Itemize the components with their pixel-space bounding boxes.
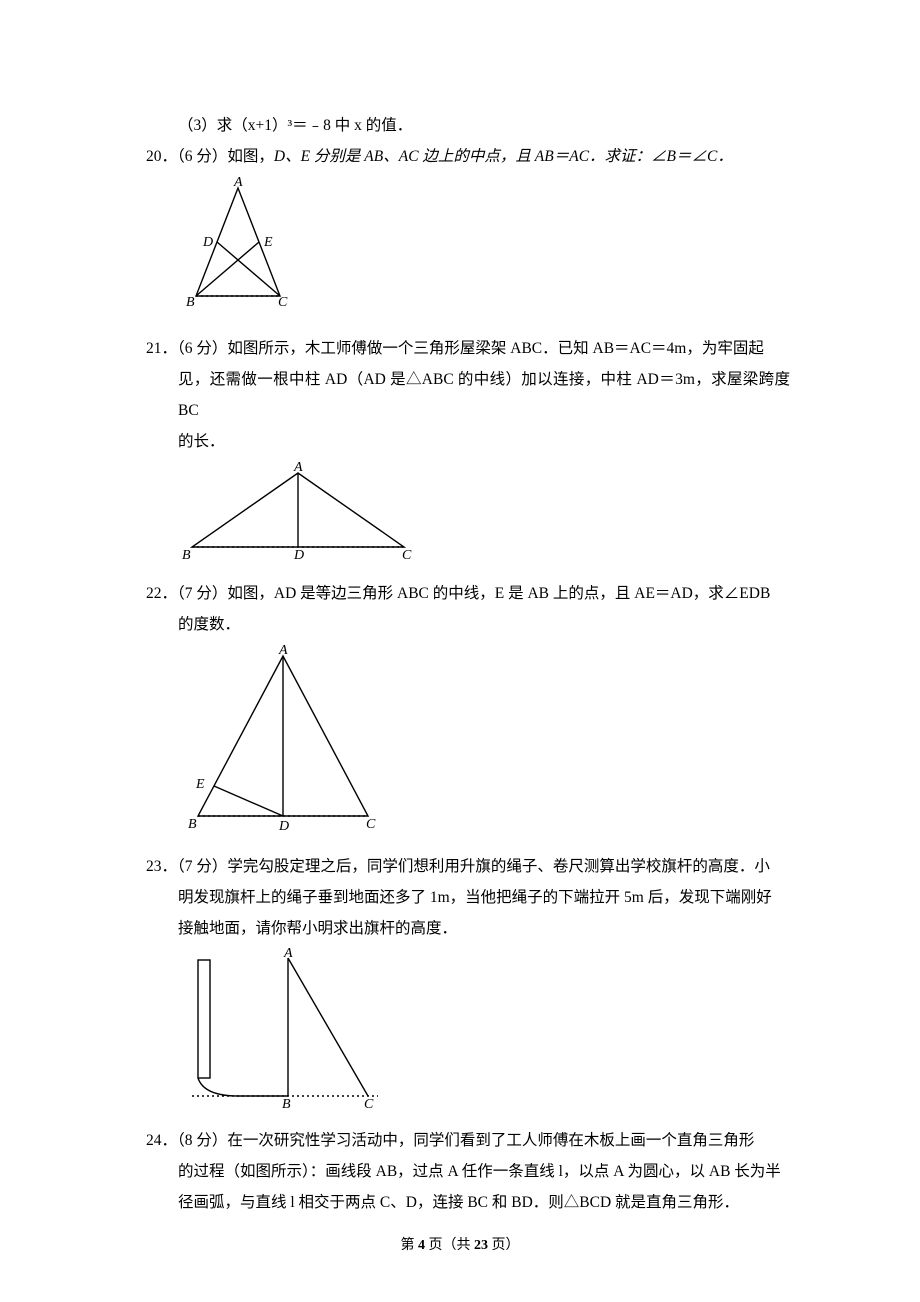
q21-line1: 21．（6 分）如图所示，木工师傅做一个三角形屋梁架 ABC．已知 AB＝AC＝… (146, 333, 790, 364)
q23-figure: A B C (178, 948, 790, 1119)
q24-line1: 24．（8 分）在一次研究性学习活动中，同学们看到了工人师傅在木板上画一个直角三… (146, 1125, 790, 1156)
q20-label-A: A (233, 176, 243, 190)
q20-label-D: D (202, 235, 213, 250)
q22-label-B: B (188, 817, 197, 832)
q21-label-D: D (293, 548, 304, 561)
q20-line1-b: D、E 分别是 AB、AC 边上的中点，且 AB＝AC．求证：∠B＝∠C． (274, 148, 733, 165)
q21-line3: 的长． (146, 426, 790, 457)
footer-total: 23 (474, 1238, 488, 1253)
footer-page: 4 (418, 1238, 425, 1253)
q22-label-A: A (278, 644, 288, 658)
q23-label-C: C (364, 1097, 374, 1108)
q22-label-D: D (278, 819, 289, 834)
q22-line1: 22．（7 分）如图，AD 是等边三角形 ABC 的中线，E 是 AB 上的点，… (146, 578, 790, 609)
q24-line3: 径画弧，与直线 l 相交于两点 C、D，连接 BC 和 BD．则△BCD 就是直… (146, 1187, 790, 1218)
q22-label-C: C (366, 817, 376, 832)
q20-label-E: E (263, 235, 273, 250)
q23-line1: 23．（7 分）学完勾股定理之后，同学们想利用升旗的绳子、卷尺测算出学校旗杆的高… (146, 851, 790, 882)
page-footer: 第 4 页（共 23 页） (0, 1232, 920, 1260)
q23-label-A: A (283, 948, 293, 961)
q20-figure: A D E B C (178, 176, 790, 327)
q20-line1: 20．（6 分）如图，D、E 分别是 AB、AC 边上的中点，且 AB＝AC．求… (146, 141, 790, 172)
q21-label-C: C (402, 548, 412, 561)
page: （3）求（x+1）³＝﹣8 中 x 的值． 20．（6 分）如图，D、E 分别是… (0, 0, 920, 1302)
footer-b: 页（共 (425, 1238, 474, 1253)
q23-line3: 接触地面，请你帮小明求出旗杆的高度． (146, 913, 790, 944)
footer-c: 页） (488, 1238, 520, 1253)
q24-line2: 的过程（如图所示）：画线段 AB，过点 A 任作一条直线 l，以点 A 为圆心，… (146, 1156, 790, 1187)
footer-a: 第 (401, 1238, 419, 1253)
q21-label-B: B (182, 548, 191, 561)
q20-line1-a: 20．（6 分）如图， (146, 148, 274, 165)
q21-figure: A B D C (178, 461, 790, 572)
q23-label-B: B (282, 1097, 291, 1108)
q22-label-E: E (195, 777, 205, 792)
q22-line2: 的度数． (146, 609, 790, 640)
q20-label-C: C (278, 295, 288, 310)
q23-line2: 明发现旗杆上的绳子垂到地面还多了 1m，当他把绳子的下端拉开 5m 后，发现下端… (146, 882, 790, 913)
q20-label-B: B (186, 295, 195, 310)
q19-part3: （3）求（x+1）³＝﹣8 中 x 的值． (146, 110, 790, 141)
q21-line2: 见，还需做一根中柱 AD（AD 是△ABC 的中线）加以连接，中柱 AD＝3m，… (146, 364, 790, 426)
q22-figure: A E B D C (178, 644, 790, 845)
q21-label-A: A (293, 461, 303, 475)
